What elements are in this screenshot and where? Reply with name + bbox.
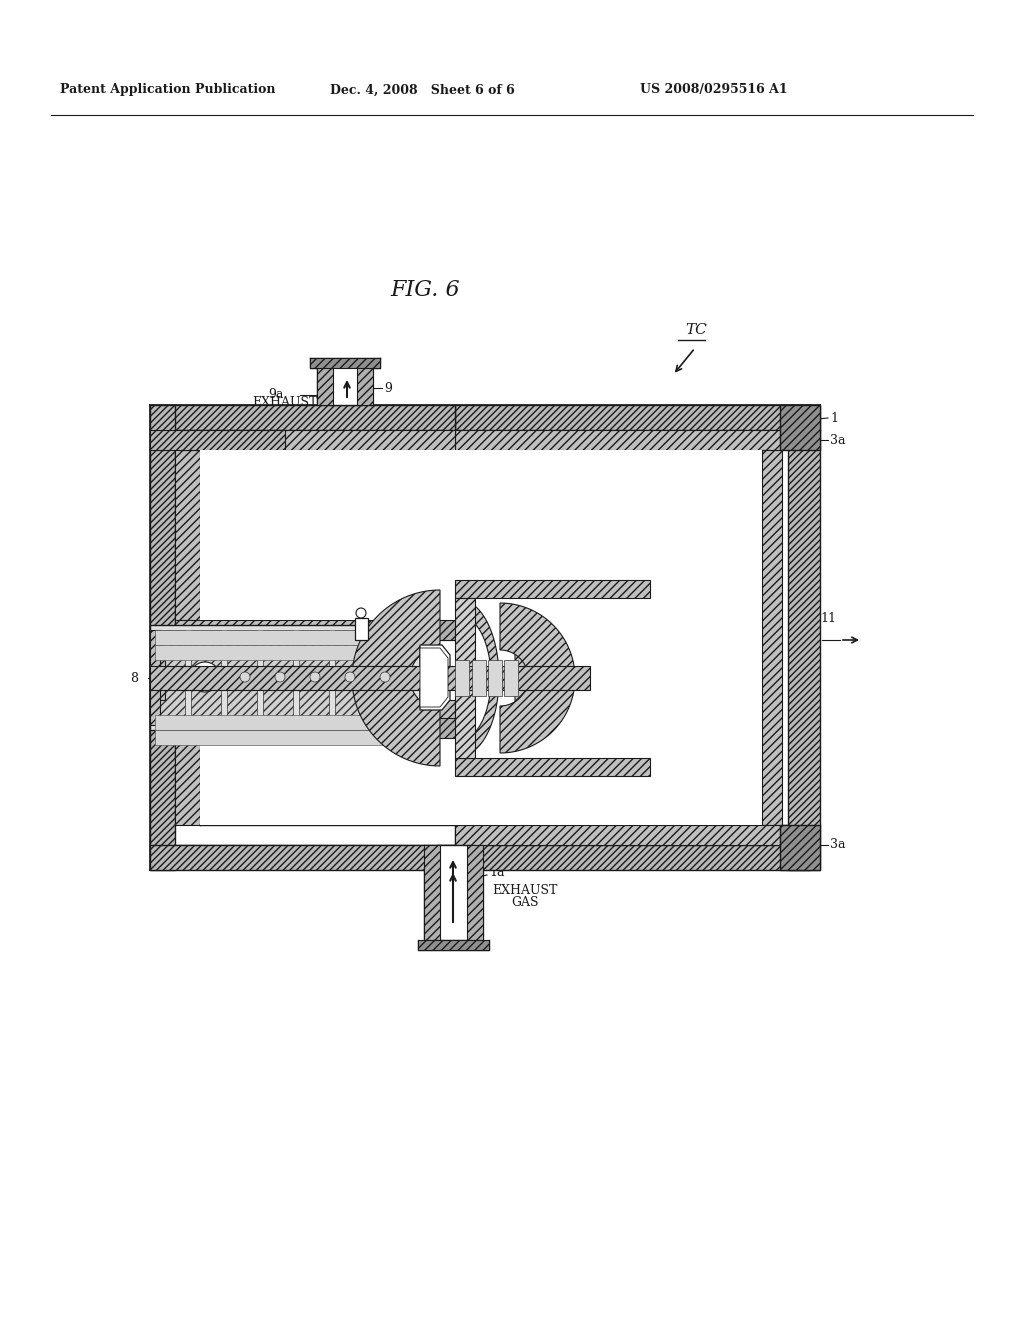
- Text: 3a: 3a: [830, 838, 846, 851]
- Polygon shape: [515, 645, 555, 710]
- Text: 6: 6: [376, 627, 384, 639]
- Polygon shape: [317, 366, 333, 405]
- Polygon shape: [310, 358, 380, 368]
- Circle shape: [190, 663, 220, 692]
- Polygon shape: [780, 405, 820, 450]
- Polygon shape: [299, 630, 329, 725]
- Polygon shape: [330, 366, 360, 405]
- Polygon shape: [455, 598, 475, 758]
- Text: US 2008/0295516 A1: US 2008/0295516 A1: [640, 83, 787, 96]
- Polygon shape: [175, 430, 455, 450]
- Text: 2: 2: [760, 533, 768, 546]
- Polygon shape: [420, 648, 449, 708]
- Polygon shape: [175, 700, 455, 719]
- Text: GAS: GAS: [271, 408, 299, 421]
- Circle shape: [240, 672, 250, 682]
- Text: 8: 8: [130, 672, 138, 685]
- Text: TC: TC: [685, 323, 707, 337]
- Text: 7: 7: [560, 660, 568, 672]
- Polygon shape: [150, 630, 160, 725]
- Polygon shape: [155, 715, 410, 730]
- Text: 6: 6: [376, 721, 384, 734]
- Polygon shape: [352, 590, 440, 766]
- Text: GAS: GAS: [511, 896, 539, 909]
- Text: 5: 5: [642, 774, 650, 787]
- Circle shape: [345, 672, 355, 682]
- Polygon shape: [175, 700, 200, 825]
- Text: 1b: 1b: [462, 610, 478, 623]
- Polygon shape: [155, 645, 410, 660]
- Polygon shape: [762, 450, 782, 825]
- Text: C: C: [602, 568, 611, 581]
- Text: FIG. 6: FIG. 6: [390, 279, 460, 301]
- Circle shape: [380, 672, 390, 682]
- Polygon shape: [472, 660, 486, 696]
- Polygon shape: [150, 667, 590, 690]
- Polygon shape: [455, 825, 780, 845]
- Polygon shape: [455, 660, 469, 696]
- Polygon shape: [150, 655, 165, 700]
- Polygon shape: [335, 630, 365, 725]
- Text: EXHAUST: EXHAUST: [493, 883, 558, 896]
- Polygon shape: [415, 718, 460, 738]
- Polygon shape: [788, 405, 820, 870]
- Polygon shape: [155, 630, 410, 645]
- Text: Dec. 4, 2008   Sheet 6 of 6: Dec. 4, 2008 Sheet 6 of 6: [330, 83, 515, 96]
- Text: 9a: 9a: [268, 388, 284, 401]
- Polygon shape: [455, 845, 810, 870]
- Polygon shape: [155, 730, 410, 744]
- Polygon shape: [460, 601, 499, 756]
- Circle shape: [310, 672, 319, 682]
- Polygon shape: [780, 825, 820, 870]
- Text: 11: 11: [820, 611, 836, 624]
- Polygon shape: [418, 940, 489, 950]
- Text: 2: 2: [764, 805, 772, 818]
- Polygon shape: [155, 630, 185, 725]
- Polygon shape: [150, 845, 455, 870]
- Polygon shape: [437, 845, 470, 940]
- Polygon shape: [357, 366, 373, 405]
- Text: EXHAUST: EXHAUST: [252, 396, 317, 408]
- Text: 9: 9: [384, 381, 392, 395]
- Circle shape: [356, 609, 366, 618]
- Text: 10: 10: [326, 622, 342, 635]
- Polygon shape: [191, 630, 221, 725]
- Polygon shape: [500, 603, 574, 752]
- Polygon shape: [504, 660, 518, 696]
- Polygon shape: [455, 758, 650, 776]
- Polygon shape: [355, 618, 368, 640]
- Polygon shape: [200, 450, 455, 620]
- Circle shape: [196, 668, 214, 686]
- Polygon shape: [371, 630, 401, 725]
- Polygon shape: [263, 630, 293, 725]
- Polygon shape: [420, 645, 450, 710]
- Polygon shape: [175, 450, 200, 640]
- Polygon shape: [455, 579, 650, 598]
- Text: 1a: 1a: [489, 866, 505, 879]
- Polygon shape: [175, 620, 455, 640]
- Text: 3a: 3a: [830, 433, 846, 446]
- Polygon shape: [150, 405, 455, 430]
- Polygon shape: [415, 620, 460, 640]
- Text: 1: 1: [830, 412, 838, 425]
- Polygon shape: [467, 845, 483, 940]
- Text: 4: 4: [436, 602, 444, 615]
- Polygon shape: [150, 430, 285, 450]
- Text: 4: 4: [436, 751, 444, 763]
- Polygon shape: [424, 845, 440, 940]
- Polygon shape: [488, 660, 502, 696]
- Polygon shape: [455, 405, 810, 430]
- Polygon shape: [150, 624, 420, 730]
- Circle shape: [275, 672, 285, 682]
- Polygon shape: [455, 430, 780, 450]
- Text: 3: 3: [664, 553, 672, 566]
- Polygon shape: [455, 450, 762, 825]
- Polygon shape: [227, 630, 257, 725]
- Polygon shape: [150, 405, 175, 870]
- Text: Patent Application Publication: Patent Application Publication: [60, 83, 275, 96]
- Polygon shape: [200, 719, 455, 825]
